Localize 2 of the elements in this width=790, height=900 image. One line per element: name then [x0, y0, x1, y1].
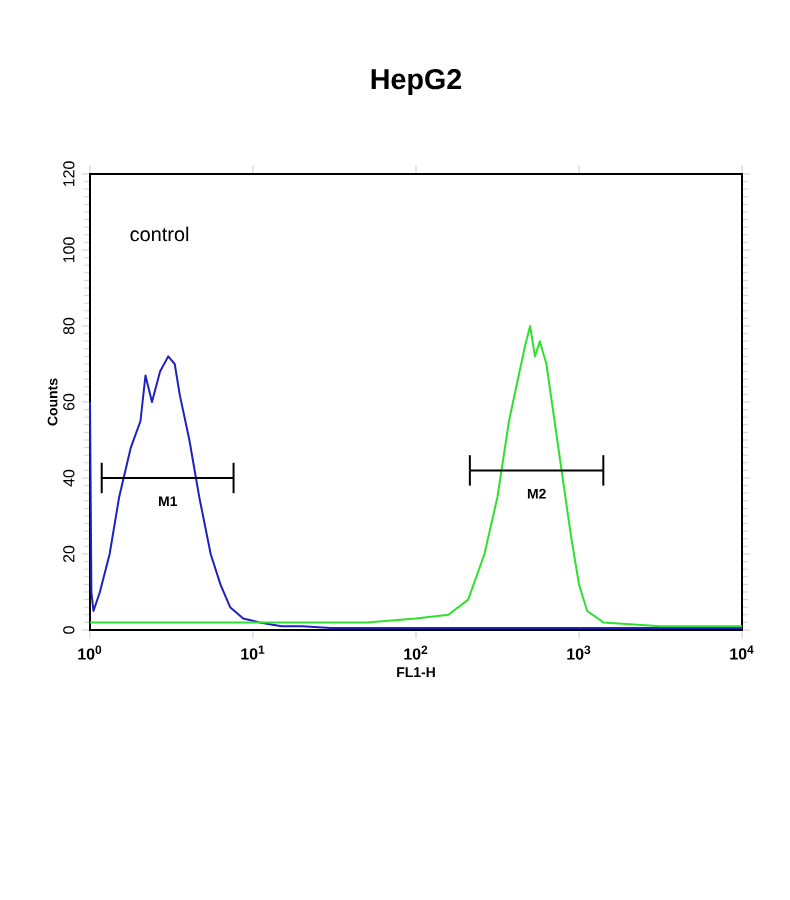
annotation: control	[130, 226, 189, 242]
chart-title: HepG2	[371, 69, 462, 96]
